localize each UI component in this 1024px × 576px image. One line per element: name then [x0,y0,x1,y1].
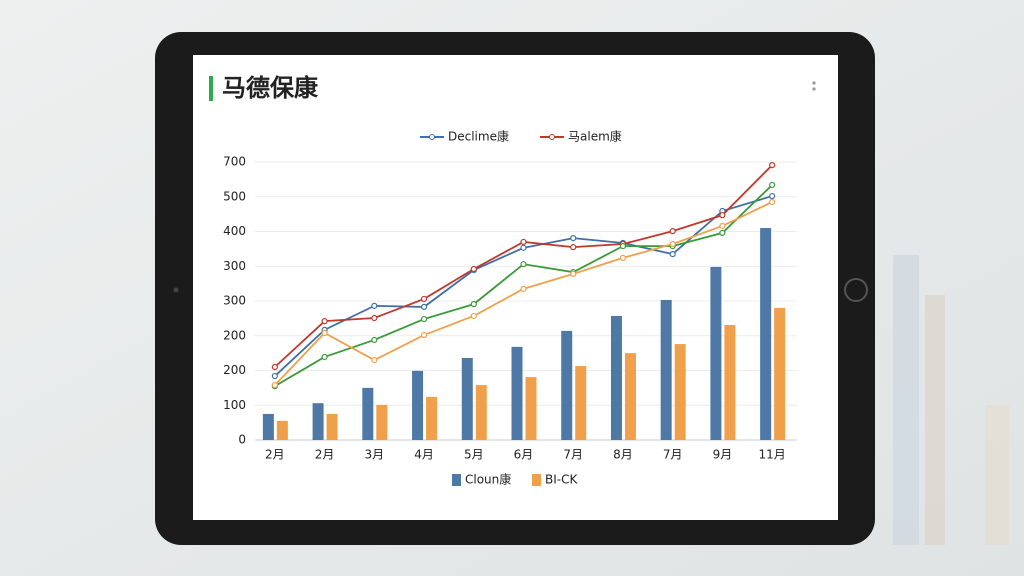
bar [276,420,288,440]
line-marker [470,312,477,320]
line-marker [470,301,477,308]
x-tick-label: 2月 [315,448,335,462]
line-marker [321,329,328,337]
bar [461,357,473,440]
line-marker [570,270,577,277]
line-marker [321,318,328,325]
bar [362,387,374,440]
line-marker [371,302,378,309]
line-marker [669,250,676,258]
home-button[interactable] [844,278,868,302]
menu-dot [812,81,816,85]
legend-swatch [549,134,555,140]
legend-swatch [452,474,461,486]
bar [426,396,438,440]
line-marker [321,353,328,361]
line-marker [769,162,776,169]
line-marker [719,222,726,230]
bar [760,228,772,440]
bar [660,299,672,440]
line-marker [371,314,378,322]
line-marker [420,303,428,311]
x-tick-label: 9月 [713,448,733,462]
legend-label: 马alem康 [568,129,622,144]
y-tick-label: 500 [223,189,246,203]
x-tick-label: 6月 [514,448,534,462]
line-marker [769,181,776,189]
line-marker [769,198,776,206]
line-marker [371,356,378,364]
chart-title: 马德保康 [222,74,319,102]
x-tick-label: 3月 [364,448,384,462]
line-marker [669,240,676,248]
line-marker [520,285,527,292]
y-tick-label: 200 [223,328,246,342]
background-book [893,255,919,545]
legend-label: BI-CK [545,473,578,487]
background-book [985,405,1009,545]
line-marker [520,238,527,246]
legend-label: Cloun康 [465,472,511,487]
y-tick-label: 400 [223,224,246,238]
menu-button[interactable] [812,81,816,91]
line-marker [619,242,627,250]
x-tick-label: 5月 [464,448,484,462]
line-marker [719,212,726,219]
line-marker [719,229,726,236]
line-marker [769,192,776,200]
bar [475,385,487,440]
bar [312,403,324,440]
bar [610,315,622,440]
bar [326,413,338,440]
y-tick-label: 0 [238,433,246,447]
bar [376,404,388,440]
bar [511,346,523,440]
bar [412,370,424,440]
line-marker [520,261,527,268]
bar [561,330,573,440]
x-tick-label: 8月 [613,448,633,462]
line-marker [570,244,577,251]
line-marker [271,363,278,371]
bar [624,353,636,440]
menu-dot [812,87,816,91]
legend-label: Declime康 [448,129,509,144]
y-tick-label: 100 [223,398,246,412]
line-marker [371,336,378,344]
legend-swatch [429,134,435,140]
bar [674,344,686,440]
bar [525,377,537,440]
line-marker [619,254,627,262]
line-marker [420,331,428,339]
bar [575,365,587,440]
y-tick-label: 200 [223,363,246,377]
line-marker [271,381,278,389]
bar [262,413,274,440]
y-tick-label: 300 [223,259,246,273]
camera [173,287,179,293]
line-marker [420,315,428,323]
y-tick-label: 700 [223,155,246,169]
x-tick-label: 7月 [563,448,583,462]
screen [193,55,838,520]
background-book [925,295,945,545]
line-marker [669,228,676,235]
bar [724,324,736,440]
y-tick-label: 300 [223,294,246,308]
x-tick-label: 2月 [265,448,285,462]
x-tick-label: 7月 [663,448,683,462]
x-tick-label: 11月 [758,448,785,462]
bar [774,307,786,440]
x-tick-label: 4月 [414,448,434,462]
title-accent [209,76,213,101]
legend-swatch [532,474,541,486]
line-marker [520,244,527,251]
line-marker [420,295,428,303]
line-marker [271,372,278,380]
line-marker [470,265,477,273]
line-marker [570,235,577,242]
bar [710,266,722,440]
